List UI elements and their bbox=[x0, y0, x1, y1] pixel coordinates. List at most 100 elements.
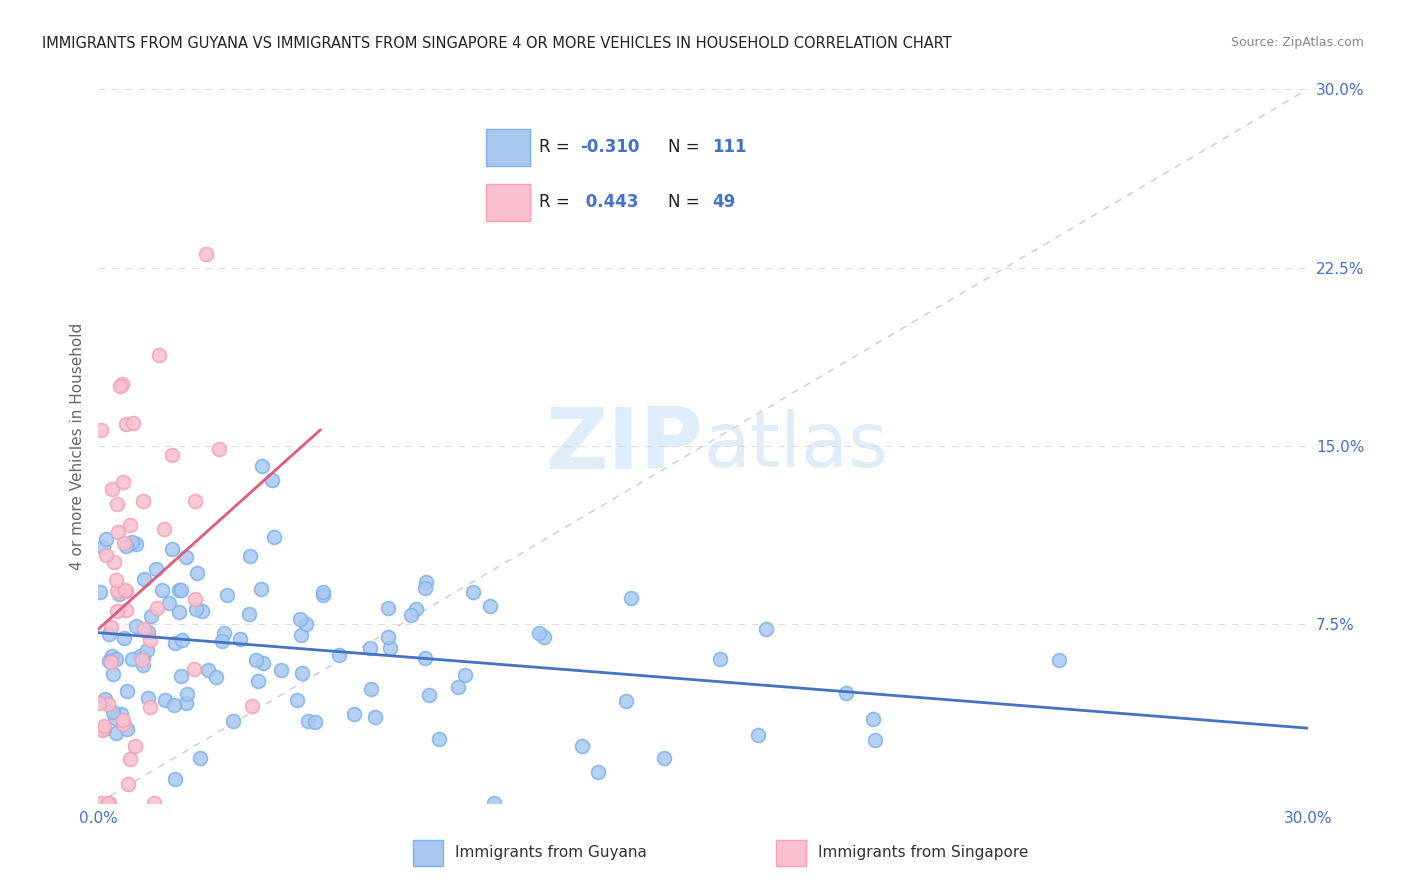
Point bbox=[377, 630, 399, 644]
Point bbox=[150, 583, 173, 598]
Point bbox=[184, 494, 207, 508]
Point bbox=[117, 777, 139, 791]
Point bbox=[167, 605, 190, 619]
Point bbox=[124, 739, 146, 753]
Point bbox=[188, 751, 211, 765]
Point bbox=[101, 705, 124, 719]
Text: atlas: atlas bbox=[703, 409, 887, 483]
Point bbox=[360, 681, 382, 696]
Point bbox=[104, 726, 127, 740]
Y-axis label: 4 or more Vehicles in Household: 4 or more Vehicles in Household bbox=[69, 322, 84, 570]
Point bbox=[533, 630, 555, 644]
Point bbox=[290, 627, 312, 641]
Point bbox=[863, 732, 886, 747]
Point bbox=[1047, 652, 1070, 666]
Point bbox=[89, 584, 111, 599]
Point bbox=[195, 246, 218, 260]
Point bbox=[405, 602, 427, 616]
Point bbox=[97, 697, 120, 711]
Point bbox=[454, 667, 477, 681]
Point bbox=[121, 416, 143, 430]
Point bbox=[239, 549, 262, 564]
Point bbox=[108, 379, 131, 393]
Point bbox=[148, 348, 170, 362]
Point bbox=[145, 562, 167, 576]
Point bbox=[93, 719, 115, 733]
Point bbox=[250, 582, 273, 596]
Point bbox=[204, 670, 226, 684]
Point bbox=[252, 459, 274, 474]
Point bbox=[312, 588, 335, 602]
Point bbox=[132, 658, 155, 673]
Point bbox=[105, 603, 128, 617]
Point bbox=[132, 651, 155, 665]
Text: IMMIGRANTS FROM GUYANA VS IMMIGRANTS FROM SINGAPORE 4 OR MORE VEHICLES IN HOUSEH: IMMIGRANTS FROM GUYANA VS IMMIGRANTS FRO… bbox=[42, 36, 952, 51]
Point bbox=[117, 684, 139, 698]
Point bbox=[134, 622, 156, 636]
Point bbox=[183, 661, 205, 675]
Point bbox=[105, 583, 128, 598]
Point bbox=[287, 693, 309, 707]
Point bbox=[478, 599, 501, 613]
Point bbox=[146, 601, 169, 615]
Point bbox=[94, 692, 117, 706]
Point bbox=[270, 663, 292, 677]
Point bbox=[652, 751, 675, 765]
Point bbox=[343, 707, 366, 722]
Point bbox=[118, 518, 141, 533]
Point bbox=[167, 583, 190, 598]
Point bbox=[229, 632, 252, 647]
Point bbox=[484, 796, 506, 810]
Point bbox=[131, 653, 153, 667]
Point bbox=[105, 651, 128, 665]
Point bbox=[112, 632, 135, 646]
Point bbox=[100, 619, 122, 633]
Point bbox=[294, 617, 316, 632]
Point bbox=[619, 591, 641, 606]
Point bbox=[297, 714, 319, 728]
Point bbox=[93, 723, 115, 737]
Point bbox=[97, 654, 120, 668]
Point bbox=[100, 655, 122, 669]
Point bbox=[304, 715, 326, 730]
Point bbox=[91, 541, 114, 555]
Point bbox=[141, 608, 163, 623]
Point bbox=[747, 728, 769, 742]
Point bbox=[586, 764, 609, 779]
Text: ZIP: ZIP bbox=[546, 404, 703, 488]
Point bbox=[136, 624, 159, 639]
Point bbox=[755, 622, 778, 636]
Point bbox=[174, 549, 197, 564]
Point bbox=[427, 731, 450, 746]
Point bbox=[157, 596, 180, 610]
Point bbox=[132, 572, 155, 586]
Point bbox=[104, 574, 127, 588]
Point bbox=[399, 608, 422, 623]
FancyBboxPatch shape bbox=[413, 840, 443, 865]
Point bbox=[413, 581, 436, 595]
Point bbox=[114, 417, 136, 432]
Point bbox=[132, 493, 155, 508]
Point bbox=[115, 603, 138, 617]
Point bbox=[186, 566, 208, 580]
Point bbox=[418, 688, 440, 702]
Point bbox=[103, 667, 125, 681]
Point bbox=[312, 585, 335, 599]
Point bbox=[107, 524, 129, 539]
Point bbox=[104, 711, 127, 725]
Point bbox=[174, 696, 197, 710]
Point bbox=[112, 536, 135, 550]
Point bbox=[380, 641, 402, 656]
Point bbox=[260, 474, 283, 488]
Point bbox=[101, 482, 124, 496]
Point bbox=[415, 574, 437, 589]
Point bbox=[115, 723, 138, 737]
Point bbox=[834, 686, 856, 700]
Point bbox=[90, 423, 112, 437]
Point bbox=[98, 796, 121, 810]
Point bbox=[364, 709, 387, 723]
Point bbox=[571, 739, 593, 753]
Point bbox=[415, 651, 437, 665]
Point bbox=[446, 681, 468, 695]
Point bbox=[120, 752, 142, 766]
